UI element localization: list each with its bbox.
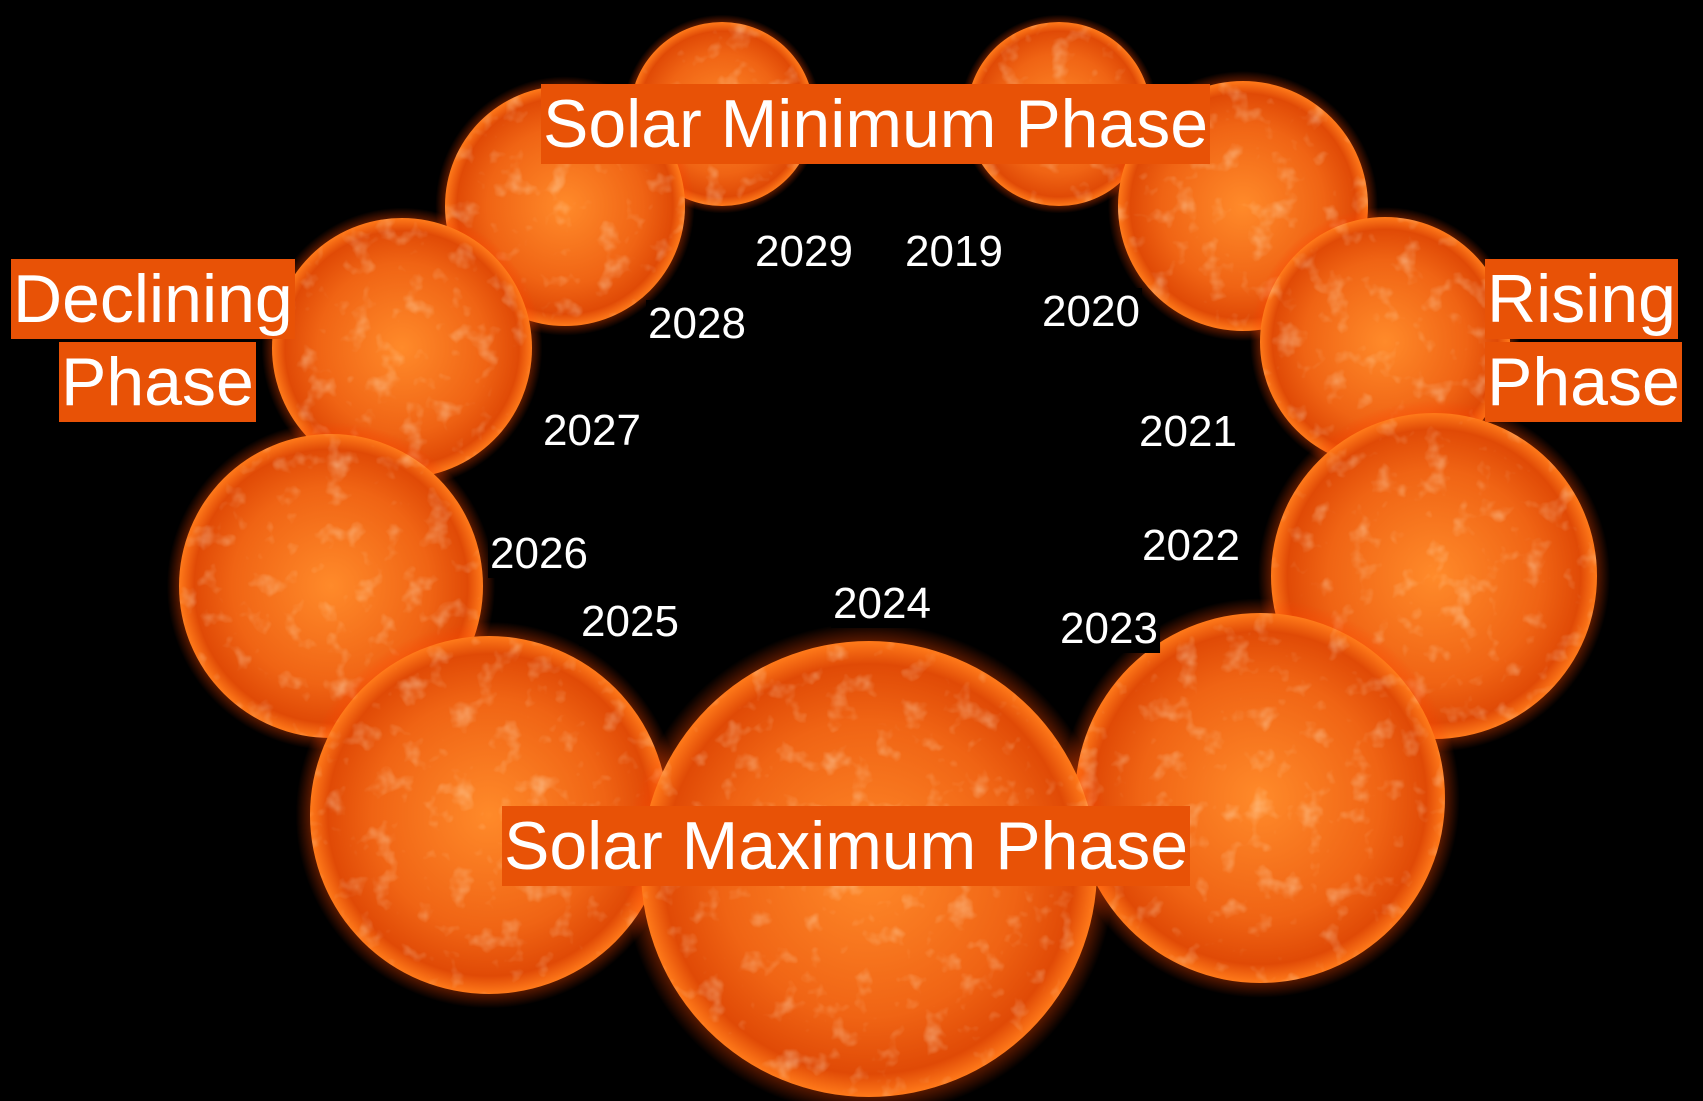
year-label: 2028 [646, 299, 748, 348]
year-label: 2023 [1058, 604, 1160, 653]
year-label: 2021 [1137, 407, 1239, 456]
rising-phase-label: Phase [1485, 342, 1682, 422]
year-label: 2025 [579, 597, 681, 646]
sun [1075, 613, 1445, 983]
declining-phase-label: Declining [11, 259, 295, 339]
maximum-phase-label: Solar Maximum Phase [502, 806, 1191, 886]
year-label: 2027 [541, 406, 643, 455]
minimum-phase-label: Solar Minimum Phase [541, 84, 1211, 164]
declining-phase-label: Phase [59, 342, 256, 422]
year-label: 2019 [903, 227, 1005, 276]
year-label: 2024 [831, 579, 933, 628]
rising-phase-label: Rising [1485, 259, 1678, 339]
year-label: 2020 [1040, 287, 1142, 336]
year-label: 2029 [753, 227, 855, 276]
year-label: 2022 [1140, 521, 1242, 570]
year-label: 2026 [488, 529, 590, 578]
